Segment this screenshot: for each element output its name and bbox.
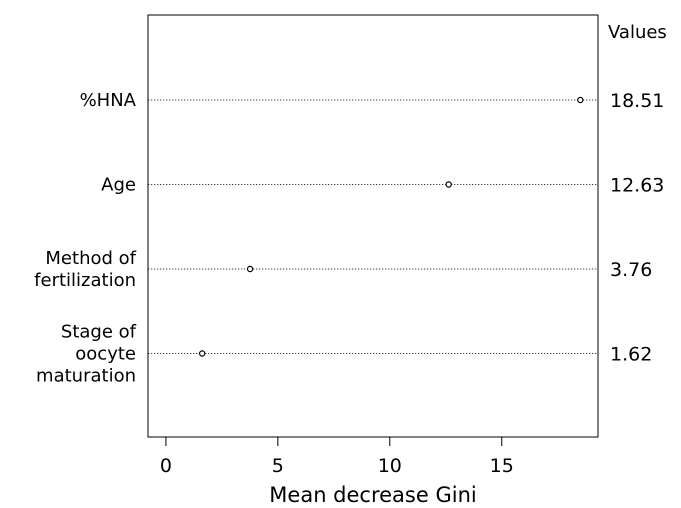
category-label: Age	[101, 175, 136, 196]
x-tick-label: 10	[378, 455, 402, 477]
value-label: 18.51	[610, 90, 664, 112]
x-tick-label: 15	[490, 455, 514, 477]
values-column-header: Values	[608, 22, 667, 43]
value-label: 12.63	[610, 175, 664, 197]
x-axis-title: Mean decrease Gini	[269, 483, 476, 507]
data-point	[198, 350, 206, 357]
category-label: Stage of oocyte maturation	[36, 322, 137, 387]
x-tick-label: 5	[272, 455, 284, 477]
data-point	[246, 265, 254, 273]
data-point	[445, 181, 452, 188]
category-label: %HNA	[80, 90, 137, 111]
plot-frame	[147, 14, 599, 438]
value-label: 3.76	[610, 259, 652, 281]
dot-rows: %HNA 18.51 Age 12.63 Method of fertilization 3…	[34, 90, 664, 387]
data-point	[577, 96, 584, 104]
x-axis-ticks: 0 5 10 15	[160, 437, 514, 477]
category-label: Method of fertilization	[34, 248, 136, 291]
x-tick-label: 0	[160, 455, 172, 477]
value-label: 1.62	[610, 344, 652, 366]
